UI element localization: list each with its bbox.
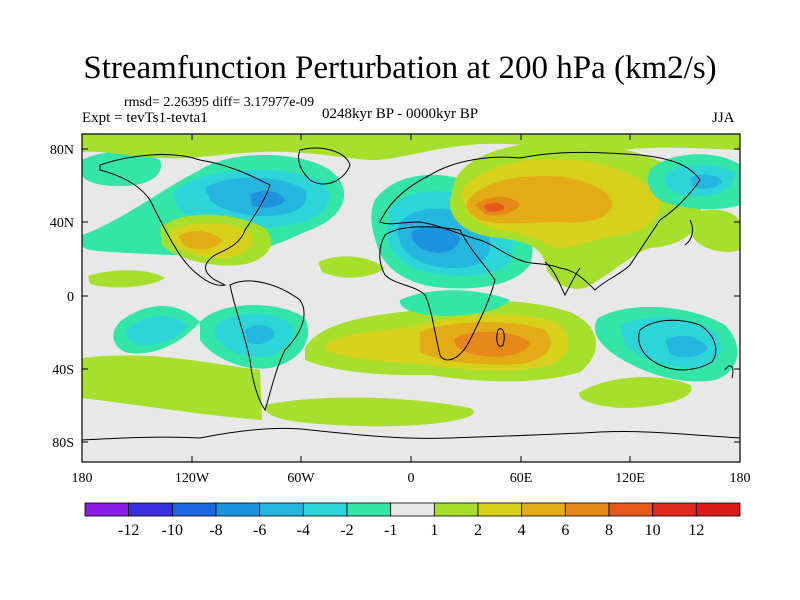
colorbar-swatch	[608, 502, 654, 517]
colorbar: -12 -10 -8 -6 -4 -2 -1 1 2 4 6 8 10 12	[84, 502, 741, 539]
colorbar-swatch	[259, 502, 304, 517]
contour-fill-layer	[82, 134, 740, 462]
colorbar-label: -6	[253, 522, 266, 539]
colorbar-swatch	[171, 502, 217, 517]
coast-north-america	[99, 154, 271, 286]
contour-east-pacific-green	[88, 270, 165, 288]
coast-japan	[684, 219, 693, 246]
colorbar-label: -2	[340, 522, 353, 539]
colorbar-label: -4	[297, 522, 310, 539]
lon-tick-label: 120W	[175, 471, 210, 486]
coastlines	[82, 147, 740, 441]
coast-india	[544, 261, 581, 297]
colorbar-label: -8	[209, 522, 222, 539]
lon-tick-label: 0	[408, 471, 415, 486]
colorbar-swatch	[564, 502, 610, 517]
contour-south-america-core	[245, 324, 275, 345]
coast-australia	[638, 319, 717, 371]
colorbar-swatch	[128, 502, 173, 517]
lat-tick-label: 80N	[50, 143, 74, 158]
colorbar-swatch	[477, 502, 523, 517]
contour-gulf-orange	[178, 231, 222, 250]
colorbar-label: 8	[605, 522, 613, 539]
coast-eurasia	[379, 151, 701, 291]
contour-mid-atlantic-green	[318, 256, 385, 278]
contour-southern-ocean	[82, 355, 262, 420]
lon-tick-label: 60E	[510, 471, 533, 486]
colorbar-label: -10	[162, 522, 183, 539]
contour-north-pacific-patch	[82, 151, 161, 187]
colorbar-swatch	[433, 502, 479, 517]
stats-text: rmsd= 2.26395 diff= 3.17977e-09	[124, 95, 315, 110]
period-label: 0248kyr BP - 0000kyr BP	[322, 106, 479, 122]
lon-tick-label: 180	[72, 471, 93, 486]
colorbar-label: 2	[474, 522, 482, 539]
coast-africa	[379, 226, 496, 361]
contour-south-ocean-band	[264, 397, 474, 427]
coast-south-america	[229, 280, 305, 412]
chart-title: Streamfunction Perturbation at 200 hPa (…	[83, 50, 717, 86]
contour-arctic-green	[82, 134, 740, 160]
contour-north-atlantic-center	[250, 190, 285, 208]
colorbar-label: -1	[384, 522, 397, 539]
lat-tick-label: 0	[67, 290, 74, 305]
lat-tick-label: 40S	[52, 363, 74, 378]
contour-sahara-core	[411, 226, 460, 253]
colorbar-swatch	[390, 502, 435, 517]
colorbar-label: 6	[561, 522, 569, 539]
season-label: JJA	[712, 110, 735, 126]
colorbar-swatch	[695, 502, 741, 517]
coast-new-zealand	[724, 365, 734, 379]
colorbar-label: 10	[645, 522, 661, 539]
coast-antarctica	[82, 427, 740, 441]
colorbar-label: -12	[118, 522, 139, 539]
lon-tick-label: 60W	[287, 471, 315, 486]
contour-south-indian-green	[579, 376, 692, 408]
colorbar-swatch	[652, 502, 697, 517]
contour-asia-max	[484, 202, 505, 212]
colorbar-label: 12	[688, 522, 704, 539]
contour-australia-core	[665, 335, 708, 358]
colorbar-swatch	[302, 502, 348, 517]
lon-tick-label: 180	[730, 471, 751, 486]
colorbar-swatch	[215, 502, 261, 517]
axis-ticks	[81, 134, 741, 462]
colorbar-swatch	[346, 502, 392, 517]
contour-south-atlantic-negative	[399, 290, 510, 316]
contour-west-pacific-green	[687, 209, 740, 252]
contour-southern-africa-core	[454, 331, 530, 357]
lon-tick-label: 120E	[615, 471, 645, 486]
experiment-label: Expt = tevTs1-tevta1	[82, 110, 208, 126]
coast-greenland	[297, 147, 351, 185]
lat-tick-label: 80S	[52, 436, 74, 451]
coast-madagascar	[496, 328, 505, 347]
lat-tick-label: 40N	[50, 216, 74, 231]
colorbar-swatch	[521, 502, 566, 517]
colorbar-swatch	[84, 502, 130, 517]
contour-se-pacific-mid	[126, 316, 188, 346]
colorbar-label: 1	[430, 522, 438, 539]
colorbar-label: 4	[518, 522, 526, 539]
